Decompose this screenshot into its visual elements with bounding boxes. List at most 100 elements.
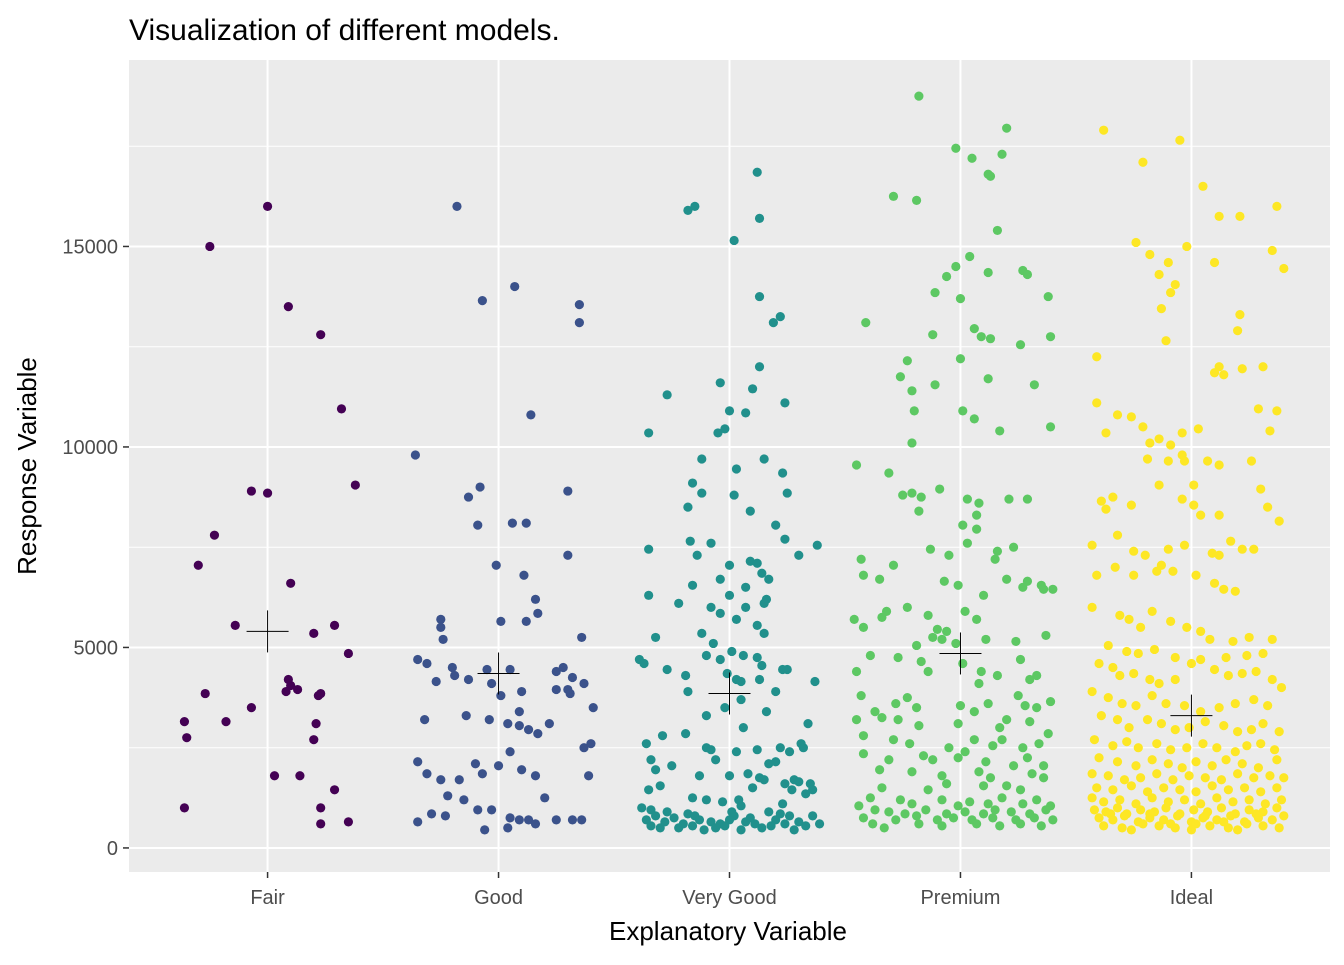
data-point	[1251, 666, 1261, 677]
data-point	[731, 464, 742, 474]
y-axis: 0 5000 10000 15000	[62, 236, 129, 860]
data-point	[662, 807, 672, 817]
data-point	[1087, 540, 1097, 550]
data-point	[674, 823, 684, 833]
data-point	[701, 711, 712, 721]
data-point	[1272, 783, 1282, 793]
data-point	[974, 678, 984, 689]
data-point	[870, 805, 880, 815]
data-point	[1214, 550, 1224, 560]
data-point	[1258, 821, 1268, 831]
data-point	[884, 807, 894, 817]
data-point	[1175, 785, 1185, 795]
data-point	[711, 823, 721, 833]
data-point	[1045, 422, 1056, 432]
data-point	[849, 614, 859, 624]
data-point	[422, 658, 432, 669]
data-point	[902, 692, 912, 703]
data-point	[420, 715, 430, 725]
data-point	[650, 765, 661, 775]
data-point	[879, 823, 889, 833]
data-point	[911, 640, 922, 651]
data-point	[724, 406, 735, 416]
data-point	[898, 490, 908, 500]
data-point	[262, 201, 273, 211]
data-point	[493, 761, 504, 771]
data-point	[316, 819, 326, 829]
data-point	[752, 652, 762, 663]
data-point	[1212, 743, 1222, 753]
x-tick-label: Premium	[920, 887, 1000, 909]
data-point	[851, 460, 862, 470]
data-point	[681, 729, 691, 739]
data-point	[563, 550, 573, 560]
data-point	[983, 374, 993, 384]
data-point	[1256, 739, 1266, 749]
data-point	[1209, 578, 1220, 588]
data-point	[810, 676, 820, 687]
data-point	[865, 650, 875, 661]
data-point	[1219, 721, 1229, 731]
data-point	[1138, 422, 1148, 432]
data-point	[1087, 793, 1097, 803]
data-point	[579, 743, 589, 753]
x-axis: Fair Good Very Good Premium Ideal	[250, 872, 1213, 909]
data-point	[1272, 406, 1282, 416]
data-point	[891, 815, 901, 825]
data-point	[967, 153, 977, 163]
data-point	[1267, 815, 1277, 825]
data-point	[928, 330, 938, 340]
data-point	[662, 664, 672, 675]
data-point	[505, 664, 515, 675]
data-point	[1161, 698, 1171, 709]
data-point	[674, 598, 684, 608]
data-point	[766, 821, 776, 831]
data-point	[1189, 500, 1199, 510]
data-point	[669, 813, 679, 823]
data-point	[1099, 125, 1109, 135]
data-point	[1041, 630, 1051, 641]
data-point	[995, 426, 1005, 436]
data-point	[976, 666, 986, 677]
data-point	[517, 765, 527, 775]
data-point	[436, 775, 446, 785]
data-point	[1244, 632, 1254, 643]
data-point	[1115, 670, 1125, 681]
data-point	[1163, 544, 1173, 554]
data-point	[687, 580, 698, 590]
data-point	[644, 590, 654, 600]
data-point	[1207, 548, 1217, 558]
data-point	[329, 620, 340, 630]
data-point	[1045, 332, 1056, 342]
data-point	[1272, 755, 1282, 765]
data-point	[521, 616, 531, 626]
data-point	[1177, 494, 1187, 504]
data-point	[1274, 516, 1284, 526]
data-point	[895, 372, 906, 382]
data-point	[812, 540, 822, 550]
data-point	[1230, 586, 1240, 596]
data-point	[463, 492, 474, 502]
data-point	[955, 700, 966, 711]
data-point	[1170, 674, 1180, 685]
data-point	[1008, 761, 1019, 771]
data-point	[1170, 725, 1180, 735]
data-point	[281, 686, 291, 697]
data-point	[969, 735, 979, 745]
data-point	[470, 759, 481, 769]
data-point	[1235, 211, 1245, 221]
data-point	[1198, 739, 1208, 749]
data-point	[951, 261, 961, 272]
data-point	[1244, 805, 1254, 815]
data-point	[736, 825, 746, 835]
data-point	[1226, 536, 1236, 546]
data-point	[1214, 702, 1224, 713]
data-point	[798, 743, 809, 753]
data-point	[1045, 696, 1056, 707]
data-point	[780, 819, 790, 829]
data-point	[1184, 723, 1194, 733]
data-point	[808, 785, 818, 795]
data-point	[1235, 310, 1245, 320]
data-point	[1147, 690, 1157, 701]
